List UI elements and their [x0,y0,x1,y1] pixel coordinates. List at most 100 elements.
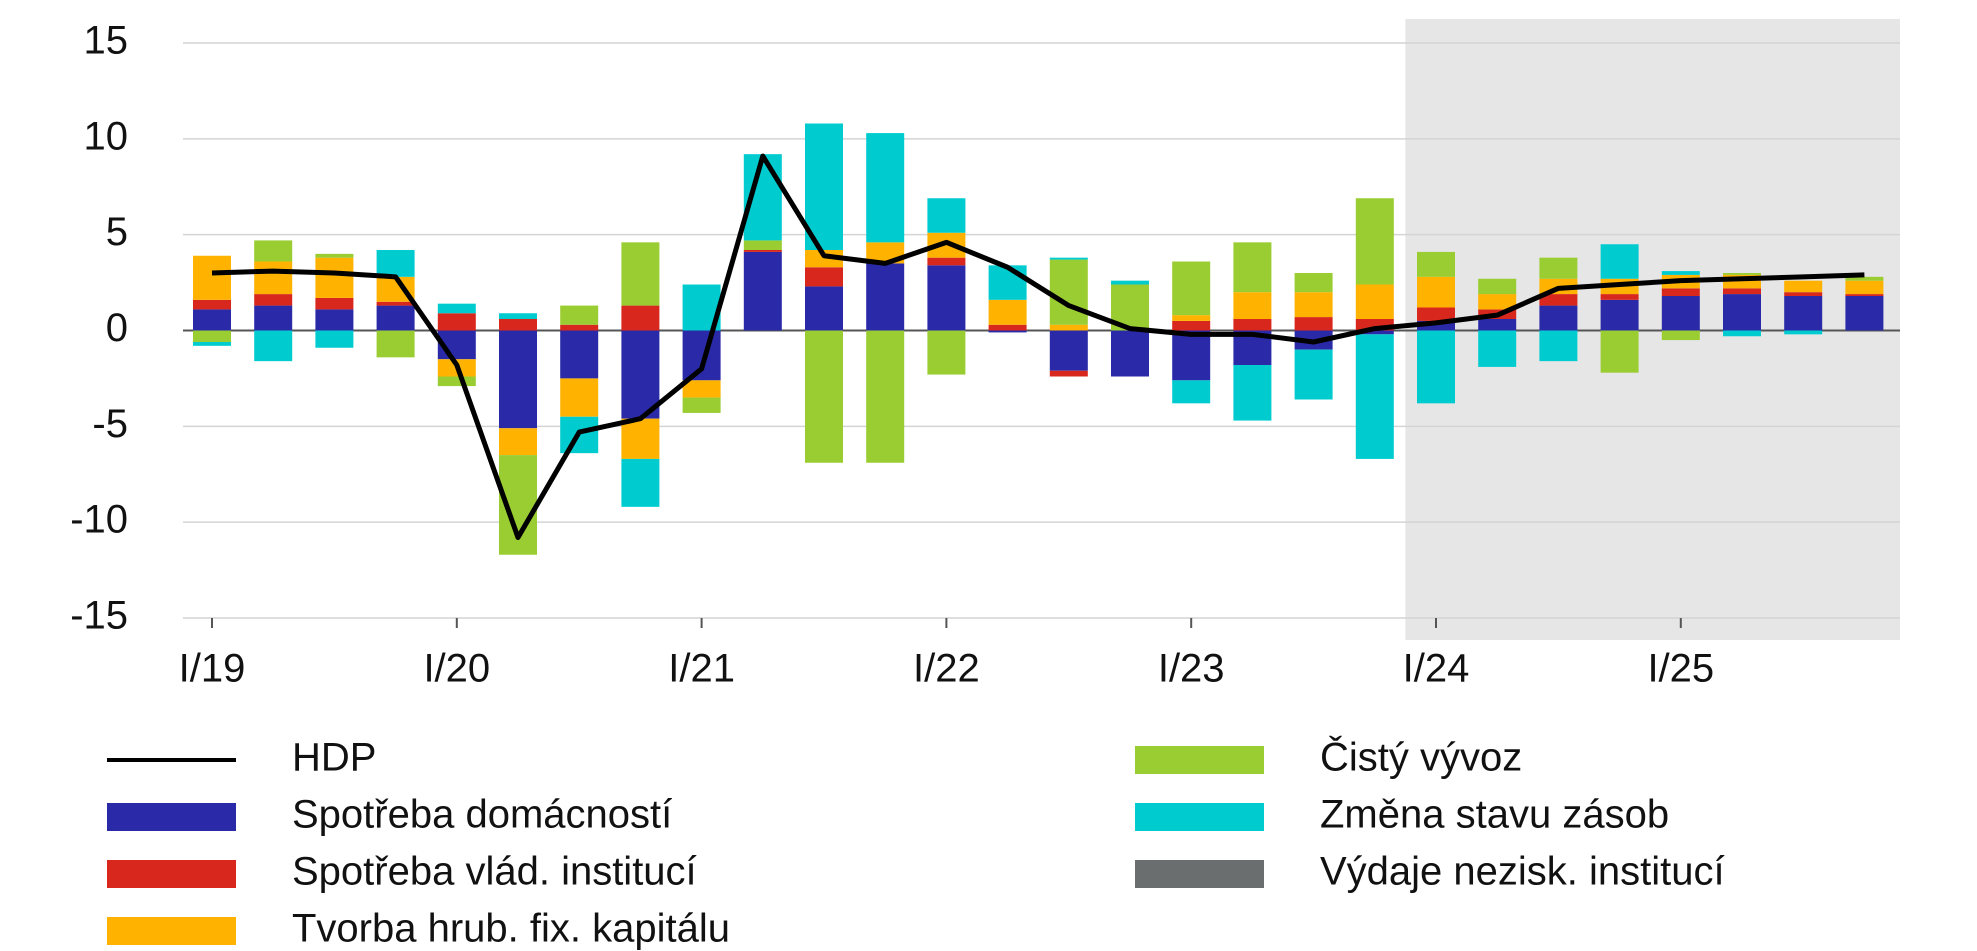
bar-segment [1478,319,1517,331]
bar-segment [254,330,293,362]
y-tick-label: 15 [84,19,129,63]
hdp-line [211,153,1865,540]
bar-segment [1600,330,1639,373]
bar-segment [254,240,293,262]
bar-segment [1723,330,1761,337]
bar-segment [927,257,966,266]
bar-segment [1845,296,1884,331]
bar-segment [1478,330,1517,367]
x-tick-label: I/25 [1647,647,1714,691]
bar-segment [315,309,354,331]
bar-segment [254,305,293,331]
bar-segment [1233,319,1272,331]
bar-segment [193,299,231,310]
bar-segment [1417,320,1455,331]
legend-label: Čistý vývoz [1320,735,1522,780]
bar-segment [315,330,354,348]
y-tick-label: 10 [84,114,129,158]
bar-segment [1355,330,1394,335]
bar-segment [1294,292,1333,318]
bar-segment [376,250,415,277]
x-tick-label: I/24 [1403,647,1470,691]
x-tick-label: I/22 [913,647,980,691]
bar-segment [1049,259,1088,325]
bar-segment [193,255,231,300]
bar-segment [1233,242,1272,293]
bar-segment [193,342,231,346]
y-tick-label: 0 [106,306,128,350]
bar-segment [927,265,966,331]
bar-segment [1294,317,1333,331]
y-tick-label: -5 [92,402,128,446]
bar-segment [254,294,293,306]
bar-segment [1600,294,1639,300]
legend-label: Spotřeba vlád. institucí [292,850,697,894]
legend-label: Tvorba hrub. fix. kapitálu [292,907,730,951]
bar-segment [805,286,843,331]
bar-segment [1784,330,1823,335]
bar-segment [1355,198,1394,285]
bar-segment [1355,284,1394,319]
bar-segment [1172,261,1211,316]
bar-segment [193,330,231,342]
legend-label: HDP [292,736,376,780]
bar-segment [988,265,1027,300]
bar-segment [1661,271,1700,275]
bar-segment [1539,305,1578,331]
bar-segment [1723,288,1761,295]
bar-segment [1233,292,1272,319]
bar-segment [621,418,660,459]
legend-swatch [1135,860,1264,888]
y-tick-label: 5 [106,210,128,254]
legend-swatch [1135,746,1264,774]
bar-segment [1172,330,1211,381]
x-tick-label: I/21 [668,647,735,691]
bar-segment [193,309,231,331]
bar-segment [499,319,537,331]
bar-segment [315,297,354,310]
bar-segment [1355,319,1394,331]
bar-segment [1049,370,1088,377]
bar-segment [560,378,599,417]
bar-segment [437,303,476,314]
bar-segment [315,253,354,258]
bar-segment [1845,280,1884,295]
bar-segment [1049,257,1088,260]
bar-segment [1417,276,1455,308]
bar-segment [743,250,782,252]
bar-segment [1294,349,1333,400]
bar-segment [1049,330,1088,371]
bar-segment [805,123,843,250]
bar-segment [1661,296,1700,331]
legend-swatch [107,803,236,831]
bar-segment [988,324,1027,331]
bar-segment [1723,294,1761,331]
legend-swatch [107,917,236,945]
bar-segment [621,330,660,419]
bar-segment [499,330,537,429]
bar-segment [866,133,905,243]
bar-segment [1172,380,1211,404]
bar-segment [315,257,354,298]
bar-segment [560,305,599,325]
bar-segment [1111,330,1149,377]
bar-segment [1723,273,1761,275]
bar-segment [743,251,782,331]
bar-segment [866,330,905,463]
bar-segment [499,428,537,456]
bar-segment [1784,280,1823,293]
bar-segment [1478,294,1517,310]
bar-segment [254,261,293,295]
bar-segment [682,380,721,398]
bar-segment [805,330,843,463]
bar-segment [376,301,415,306]
bar-segment [499,313,537,319]
bar-segment [1845,294,1884,296]
bar-segment [1417,251,1455,277]
bar-segment [1355,334,1394,459]
x-tick-label: I/23 [1158,647,1225,691]
bar-segment [1600,244,1639,279]
bar-segment [1661,330,1700,341]
bar-segment [1172,315,1211,321]
